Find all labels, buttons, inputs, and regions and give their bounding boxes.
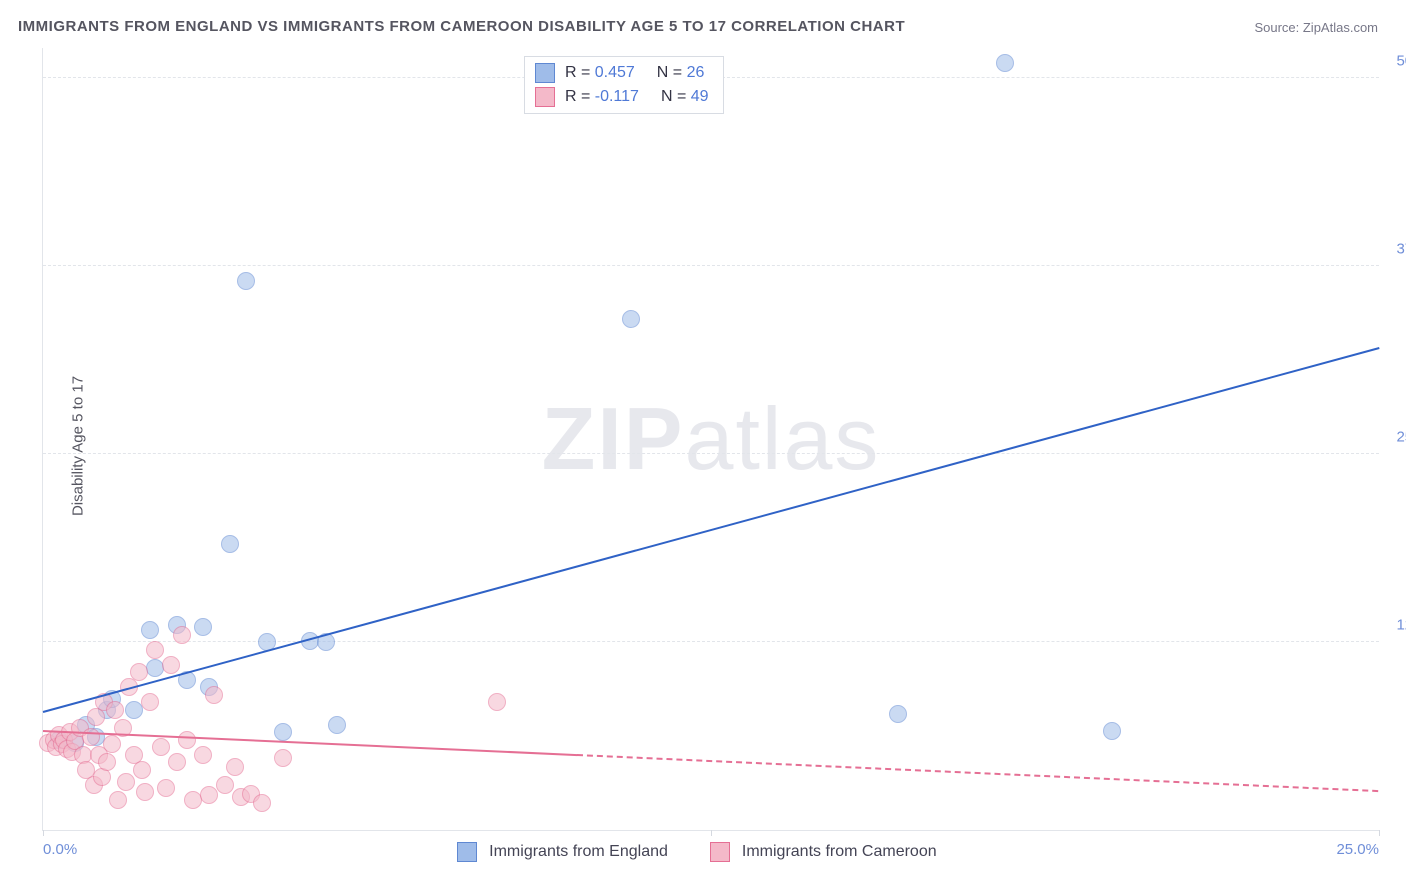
scatter-point-cameroon [82,728,100,746]
gridline [43,641,1379,642]
scatter-point-cameroon [162,656,180,674]
legend-row-cameroon: R = -0.117 N = 49 [535,87,709,107]
y-tick-label: 37.5% [1384,241,1406,258]
legend-swatch-cameroon [710,842,730,862]
scatter-point-cameroon [98,753,116,771]
y-tick-label: 50.0% [1384,53,1406,70]
scatter-point-cameroon [136,783,154,801]
x-tick-mark [711,830,712,836]
scatter-point-england [328,716,346,734]
scatter-point-cameroon [194,746,212,764]
scatter-point-cameroon [253,794,271,812]
scatter-point-england [1103,722,1121,740]
scatter-point-cameroon [109,791,127,809]
y-tick-label: 12.5% [1384,617,1406,634]
gridline [43,265,1379,266]
scatter-point-cameroon [216,776,234,794]
y-tick-label: 25.0% [1384,429,1406,446]
x-tick-label: 25.0% [1336,841,1379,858]
chart-plot-area: ZIPatlas 12.5%25.0%37.5%50.0%0.0%25.0%R … [42,48,1379,831]
x-tick-label: 0.0% [43,841,77,858]
x-tick-mark [1379,830,1380,836]
scatter-point-england [889,705,907,723]
scatter-point-cameroon [133,761,151,779]
scatter-point-england [996,54,1014,72]
gridline [43,453,1379,454]
watermark: ZIPatlas [542,388,881,490]
trend-line [43,730,577,756]
scatter-point-england [274,723,292,741]
scatter-point-cameroon [200,786,218,804]
chart-title: IMMIGRANTS FROM ENGLAND VS IMMIGRANTS FR… [18,18,905,35]
legend-label-england: Immigrants from England [489,843,668,861]
scatter-point-england [146,659,164,677]
legend-swatch-england [457,842,477,862]
series-legend: Immigrants from England Immigrants from C… [457,842,966,862]
trend-line [577,754,1379,792]
scatter-point-cameroon [274,749,292,767]
scatter-point-cameroon [106,701,124,719]
scatter-point-england [237,272,255,290]
scatter-point-england [622,310,640,328]
n-label: N = 49 [661,88,709,106]
legend-swatch-cameroon [535,87,555,107]
scatter-point-england [141,621,159,639]
r-label: R = 0.457 [565,64,635,82]
scatter-point-cameroon [488,693,506,711]
scatter-point-cameroon [178,731,196,749]
scatter-point-cameroon [141,693,159,711]
scatter-point-cameroon [168,753,186,771]
scatter-point-england [194,618,212,636]
scatter-point-cameroon [130,663,148,681]
scatter-point-cameroon [173,626,191,644]
scatter-point-cameroon [205,686,223,704]
correlation-legend: R = 0.457 N = 26 R = -0.117 N = 49 [524,56,724,114]
scatter-point-england [221,535,239,553]
r-label: R = -0.117 [565,88,639,106]
scatter-point-cameroon [117,773,135,791]
scatter-point-cameroon [226,758,244,776]
legend-label-cameroon: Immigrants from Cameroon [742,843,937,861]
n-label: N = 26 [657,64,705,82]
watermark-bold: ZIP [542,389,685,488]
watermark-rest: atlas [685,389,881,488]
scatter-point-cameroon [157,779,175,797]
scatter-point-cameroon [146,641,164,659]
legend-row-england: R = 0.457 N = 26 [535,63,709,83]
legend-swatch-england [535,63,555,83]
source-attribution: Source: ZipAtlas.com [1254,20,1378,35]
x-tick-mark [43,830,44,836]
trend-line [43,347,1380,713]
scatter-point-cameroon [103,735,121,753]
scatter-point-cameroon [152,738,170,756]
